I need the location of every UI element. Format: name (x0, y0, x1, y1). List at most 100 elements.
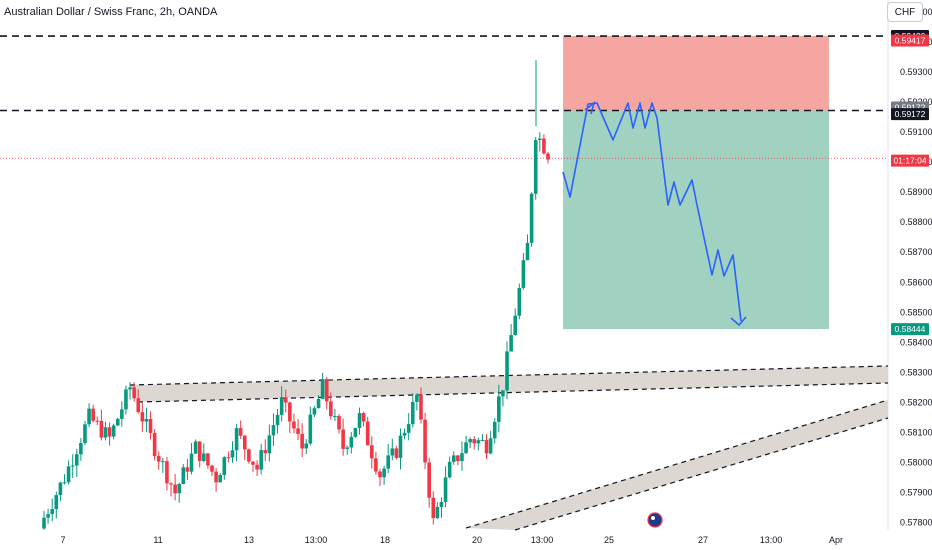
candle-body (185, 467, 190, 472)
candle-body (357, 413, 362, 428)
candle-body (58, 482, 63, 496)
candle-body (460, 453, 464, 462)
candle-body (247, 449, 251, 462)
candle-body (54, 495, 59, 510)
projection-arrow-up (584, 100, 596, 115)
candle-body (398, 435, 403, 458)
candle-body (83, 424, 87, 444)
price-tag-label: 0.58444 (895, 324, 926, 334)
currency-button[interactable]: CHF (887, 2, 923, 22)
candle-body (140, 412, 145, 422)
candle-body (300, 433, 304, 449)
price-axis (888, 0, 932, 550)
candle-body (120, 409, 124, 419)
candle-body (365, 421, 370, 446)
y-tick-label: 0.57800 (900, 517, 932, 527)
candle-body (275, 414, 280, 426)
price-tag-box (891, 108, 929, 121)
candle-body (353, 427, 358, 437)
y-tick-label: 0.58400 (900, 337, 932, 347)
candle-body (107, 427, 112, 437)
x-tick-label: Apr (829, 535, 843, 545)
candle-body (394, 448, 399, 458)
price-tag: 0.59172 (891, 108, 929, 121)
candle-body (513, 315, 518, 336)
candle-body (95, 420, 100, 422)
candle-body (509, 335, 513, 352)
candle-body (99, 420, 104, 438)
candle-body (124, 389, 128, 410)
candle-body (103, 427, 108, 438)
y-tick-label: 0.59100 (900, 127, 932, 137)
candle-body (345, 447, 350, 449)
price-tag: 01:17:04 (891, 154, 929, 167)
x-tick-label: 11 (153, 535, 162, 545)
candle-body (79, 443, 83, 455)
y-tick-label: 0.58600 (900, 277, 932, 287)
y-tick-label: 0.58700 (900, 247, 932, 257)
y-tick-label: 0.58500 (900, 307, 932, 317)
candle-body (406, 424, 411, 433)
candle-body (271, 425, 276, 436)
candle-body (505, 351, 509, 391)
candle-body (128, 387, 132, 390)
candle-body (419, 394, 423, 420)
candle-body (242, 435, 247, 450)
candle-body (91, 408, 95, 421)
candle-body (111, 425, 116, 437)
candle-body (165, 461, 169, 484)
candle-body (337, 416, 341, 430)
candle-body (341, 429, 345, 449)
y-tick-label: 0.58000 (900, 457, 932, 467)
candle-body (468, 439, 472, 443)
candle-body (472, 439, 477, 444)
candle-body (50, 509, 54, 515)
projection-arrow-down (730, 316, 747, 327)
candle-body (333, 416, 337, 418)
x-tick-label: 13 (244, 535, 254, 545)
candle-body (279, 397, 284, 415)
x-tick-label: 13:00 (305, 535, 328, 545)
flag-star-icon (651, 516, 655, 520)
candle-body (193, 441, 198, 454)
y-tick-label: 0.58300 (900, 367, 932, 377)
candle-body (378, 471, 382, 478)
chart-title: Australian Dollar / Swiss Franc, 2h, OAN… (4, 6, 218, 18)
candle-body (115, 418, 120, 426)
candle-body (320, 379, 325, 399)
candle-body (66, 466, 71, 483)
candle-body (361, 413, 366, 422)
candle-body (484, 440, 489, 454)
candle-body (197, 441, 202, 461)
candle-body (431, 497, 436, 519)
candle-body (370, 445, 374, 459)
candle-body (443, 477, 448, 502)
y-tick-label: 0.58100 (900, 427, 932, 437)
candle-body (70, 465, 75, 467)
price-tag-box (891, 154, 929, 167)
candle-body (497, 396, 501, 422)
price-tag-box (891, 323, 929, 336)
resistance-band (130, 366, 888, 402)
y-tick-label: 0.57900 (900, 487, 932, 497)
candle-body (42, 517, 46, 529)
candle-body (161, 461, 165, 463)
candle-body (525, 242, 530, 261)
x-tick-label: 20 (472, 535, 482, 545)
candle-body (488, 438, 493, 454)
candle-body (292, 421, 296, 429)
candle-body (226, 457, 231, 459)
candle-body (214, 471, 218, 483)
candle-body (533, 140, 538, 194)
candle-body (296, 428, 300, 434)
candle-body (435, 506, 440, 519)
candle-body (529, 193, 534, 243)
candle-body (542, 138, 546, 154)
rising-channel-lower-line (514, 417, 889, 531)
x-tick-label: 18 (380, 535, 390, 545)
candle-body (308, 414, 313, 444)
candle-body (181, 467, 186, 485)
economic-event-flag-icon (647, 512, 663, 528)
candle-body (492, 421, 497, 439)
